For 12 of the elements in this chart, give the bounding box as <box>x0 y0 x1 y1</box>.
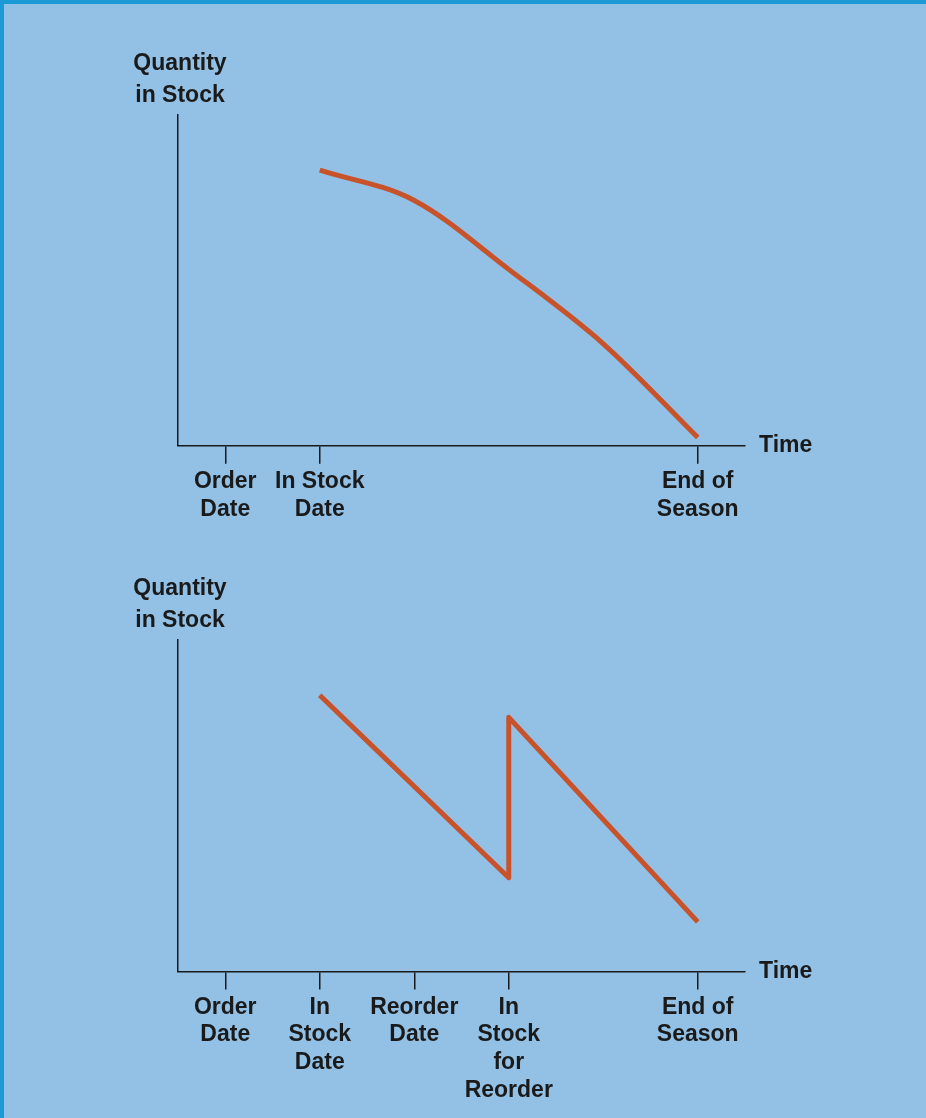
x-tick-label: End of Season <box>656 466 739 521</box>
x-tick-label: Order Date <box>193 992 257 1047</box>
x-tick-label: In Stock Date <box>275 466 365 521</box>
y-axis-title: Quantity in Stock <box>133 573 227 632</box>
x-axis-title: Time <box>759 431 813 458</box>
x-axis-title: Time <box>759 956 813 983</box>
x-tick-label: In Stock for Reorder <box>464 992 553 1102</box>
x-tick-label: End of Season <box>656 992 739 1047</box>
x-tick-label: In Stock Date <box>288 992 352 1074</box>
x-tick-label: Order Date <box>193 466 257 521</box>
y-axis-title: Quantity in Stock <box>133 48 227 107</box>
x-tick-label: Reorder Date <box>370 992 459 1047</box>
